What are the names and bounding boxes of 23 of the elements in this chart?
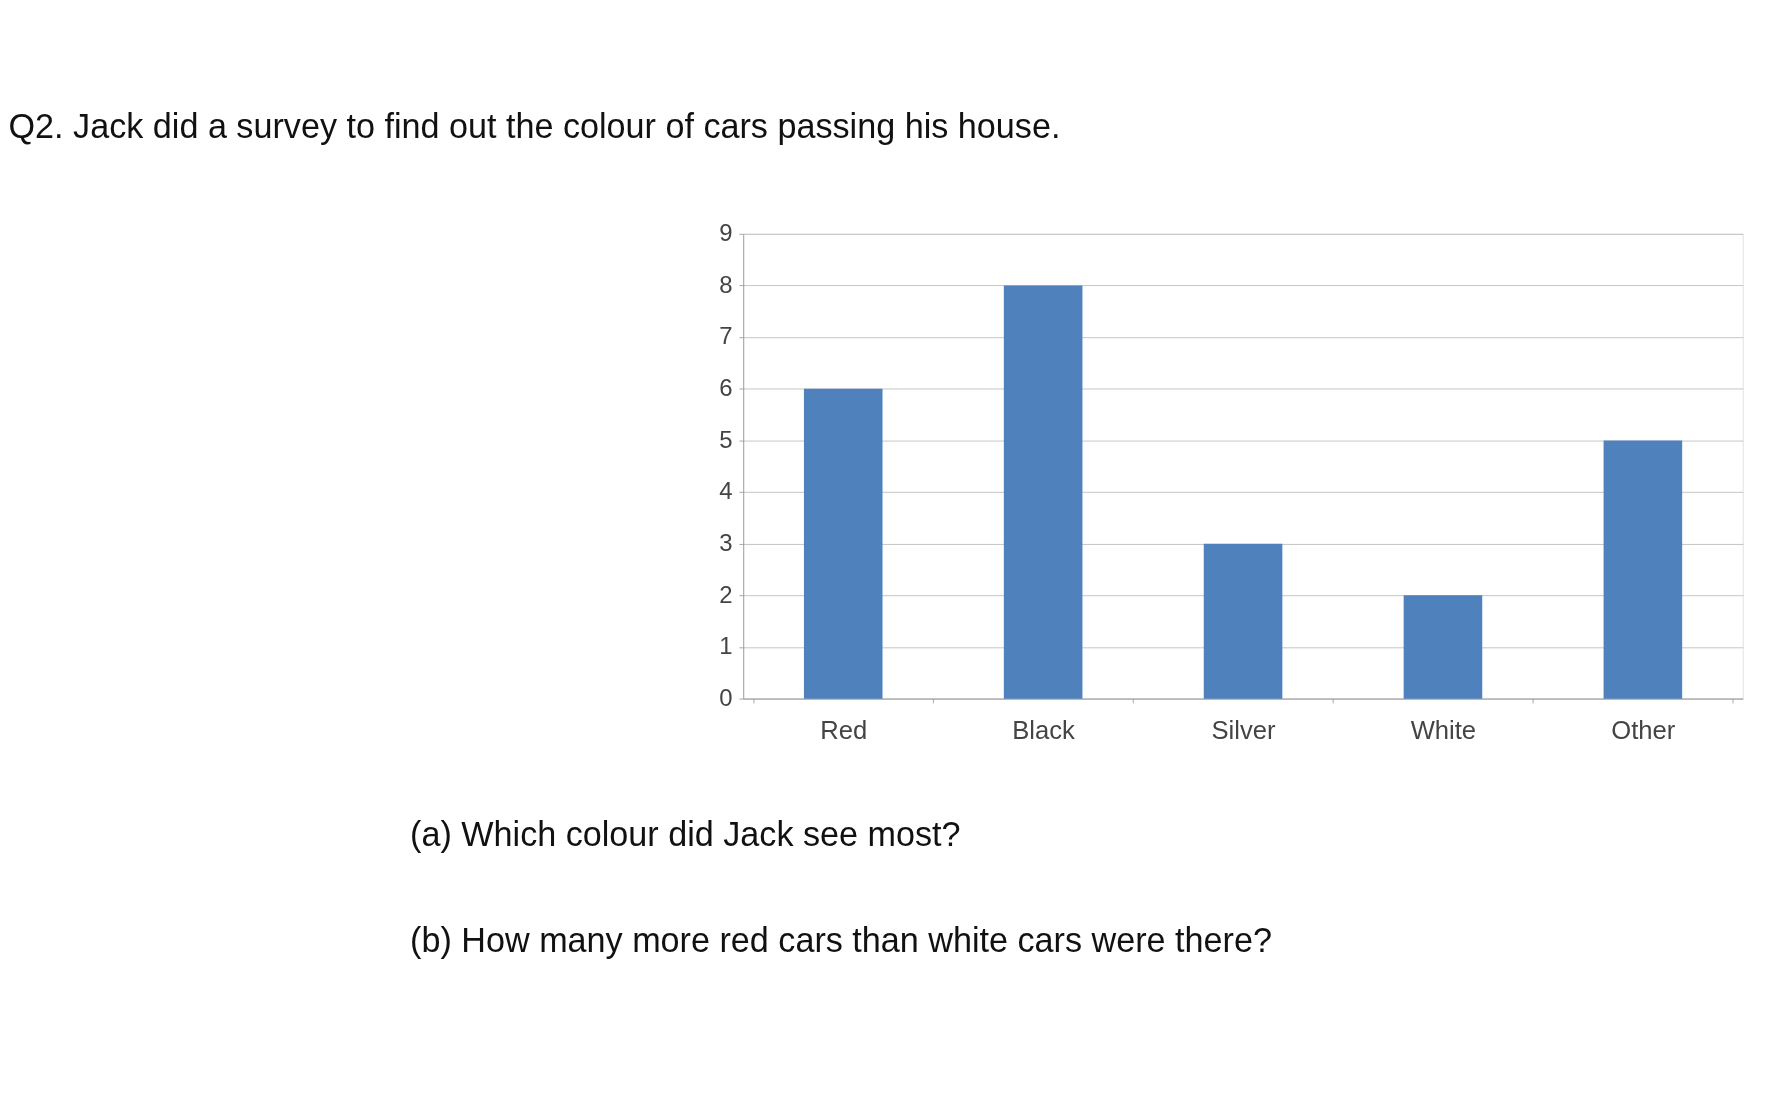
y-tick-label: 2 [719,580,733,608]
x-tick-label: Red [820,716,868,745]
x-tick-label: White [1410,716,1477,745]
y-tick-label: 0 [719,683,733,711]
text: (a) Which colour did Jack see most? [410,814,961,853]
x-tick-label: Other [1611,716,1676,745]
bar [1203,543,1283,699]
text: (b) How many more red cars than white cars were there? [410,921,1272,960]
y-tick-label: 3 [719,528,733,556]
y-tick-label: 6 [719,374,733,402]
bar [1603,440,1683,699]
y-tick-label: 5 [719,425,733,453]
y-tick-label: 1 [719,632,733,660]
y-tick-label: 9 [719,219,733,247]
bar [1003,285,1083,699]
y-tick-label: 8 [719,270,733,298]
chart-title: Q2. Jack did a survey to find out the colour of cars passing his house. [8,107,1061,146]
x-tick-label: Silver [1211,716,1276,745]
bar [1403,595,1483,699]
y-tick-label: 4 [719,477,733,505]
y-tick-label: 7 [719,322,733,350]
x-tick-label: Black [1012,716,1076,745]
bar [803,388,883,699]
